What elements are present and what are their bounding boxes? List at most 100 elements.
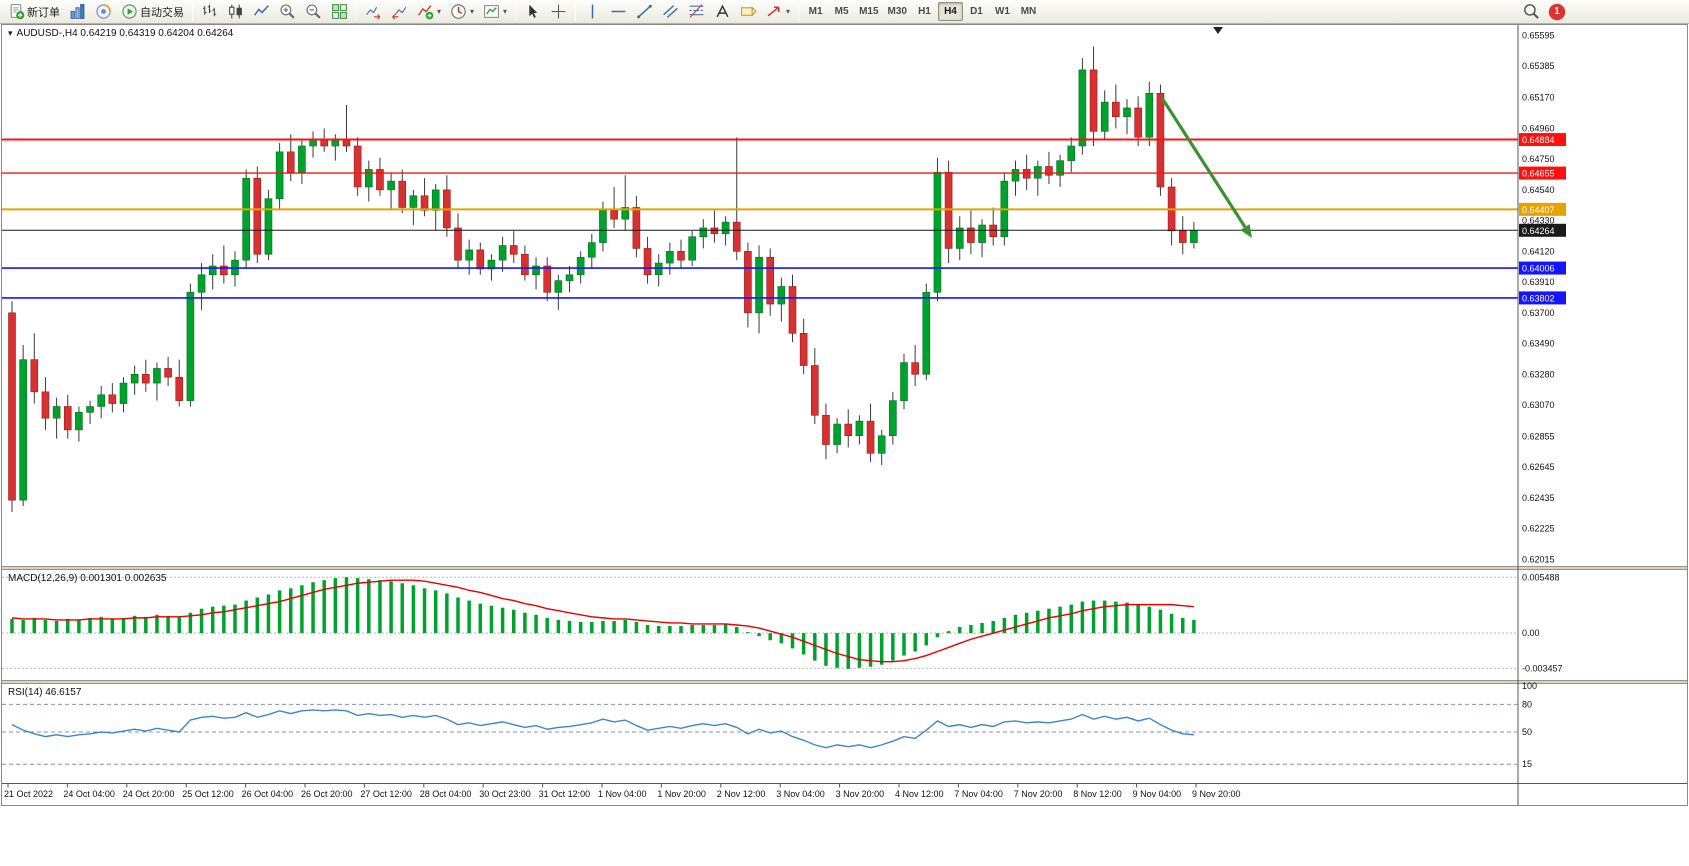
text-label-button[interactable] xyxy=(736,1,761,22)
candle xyxy=(944,160,953,264)
periods-button[interactable]: ▾ xyxy=(446,1,478,22)
text-button[interactable] xyxy=(710,1,735,22)
candle xyxy=(387,172,395,211)
auto-scroll-button[interactable] xyxy=(361,1,386,22)
candle xyxy=(632,195,641,258)
indicators-button[interactable]: ▾ xyxy=(413,1,445,22)
candle xyxy=(1045,151,1053,185)
candle xyxy=(8,301,16,512)
data-window-button[interactable] xyxy=(91,1,116,22)
trendline-icon xyxy=(636,3,653,20)
time-axis[interactable]: 21 Oct 2022 24 Oct 04:00 24 Oct 20:00 25 Oc… xyxy=(1,783,1687,800)
one-click-trading-toggle-icon[interactable]: ▾ xyxy=(8,28,13,38)
candle xyxy=(253,166,262,264)
indicator-icon xyxy=(417,3,434,20)
equidistant-channel-button[interactable] xyxy=(658,1,683,22)
timeframe-m1-button[interactable]: M1 xyxy=(803,2,828,21)
market-watch-button[interactable] xyxy=(65,1,90,22)
time-axis-label: 30 Oct 23:00 xyxy=(479,789,531,799)
candle xyxy=(130,365,139,395)
new-order-button[interactable]: 新订单 xyxy=(4,1,64,22)
crosshair-button[interactable] xyxy=(546,1,571,22)
timeframe-h1-button[interactable]: H1 xyxy=(912,2,937,21)
horizontal-line-button[interactable] xyxy=(606,1,631,22)
price-tag-0.64006[interactable]: 0.64006 xyxy=(1519,261,1566,275)
candle xyxy=(376,157,384,196)
price-axis-label: 0.64540 xyxy=(1522,185,1555,195)
price-tag-text: 0.64884 xyxy=(1522,135,1555,145)
trendline-button[interactable] xyxy=(632,1,657,22)
template-icon xyxy=(483,3,500,20)
price-axis-label: 0.63280 xyxy=(1522,369,1555,379)
dropdown-caret-icon: ▾ xyxy=(503,7,508,16)
price-axis-label: 0.65595 xyxy=(1522,31,1555,41)
line-chart-mode-button[interactable] xyxy=(249,1,274,22)
templates-button[interactable]: ▾ xyxy=(479,1,511,22)
candle xyxy=(777,277,786,322)
price-chart-canvas[interactable]: 0.64884 0.64655 0.64407 0.64264 0.64006 0.638… xyxy=(0,24,1689,866)
macd-panel: 0.005488 0.00 -0.003457 xyxy=(2,572,1563,673)
zoom-in-button[interactable] xyxy=(275,1,300,22)
notification-badge[interactable]: 1 xyxy=(1549,3,1565,20)
time-axis-label: 1 Nov 04:00 xyxy=(598,789,647,799)
rsi-axis-label: 80 xyxy=(1522,699,1532,709)
candle xyxy=(275,143,284,211)
timeframe-h4-button[interactable]: H4 xyxy=(937,2,963,21)
price-tag-0.64407[interactable]: 0.64407 xyxy=(1519,202,1566,216)
price-tag-0.64655[interactable]: 0.64655 xyxy=(1519,166,1566,180)
chart-shift-marker[interactable] xyxy=(1213,27,1223,34)
trend-annotation-arrow[interactable] xyxy=(1160,97,1252,238)
bar-chart-mode-button[interactable] xyxy=(197,1,222,22)
price-tag-0.63802[interactable]: 0.63802 xyxy=(1519,291,1566,305)
candle xyxy=(732,137,741,261)
timeframe-w1-button[interactable]: W1 xyxy=(990,2,1015,21)
cursor-icon xyxy=(524,3,541,20)
search-icon[interactable] xyxy=(1522,3,1540,21)
timeframe-m15-button[interactable]: M15 xyxy=(855,2,882,21)
candle xyxy=(164,356,172,386)
time-axis-label: 3 Nov 20:00 xyxy=(836,789,885,799)
vline-icon xyxy=(584,3,601,20)
vertical-line-button[interactable] xyxy=(580,1,605,22)
timeframe-m30-button[interactable]: M30 xyxy=(884,2,911,21)
price-tag-0.64264[interactable]: 0.64264 xyxy=(1519,223,1566,237)
candle xyxy=(1011,160,1020,196)
price-tag-0.64884[interactable]: 0.64884 xyxy=(1519,133,1566,147)
zoom-out-button[interactable] xyxy=(301,1,326,22)
auto-trading-button[interactable]: 自动交易 xyxy=(117,1,188,22)
candle xyxy=(220,245,228,284)
cursor-button[interactable] xyxy=(520,1,545,22)
candle xyxy=(119,377,128,413)
candle xyxy=(855,415,864,445)
sep-macd-rsi[interactable] xyxy=(1,680,1687,684)
price-axis[interactable]: 0.65595 0.65385 0.65170 0.64960 0.64750 0.645… xyxy=(1517,24,1555,806)
candle xyxy=(900,353,908,410)
arrows-button[interactable]: ▾ xyxy=(762,1,794,22)
macd-axis-label: 0.00 xyxy=(1522,628,1540,638)
chart-shift-button[interactable] xyxy=(387,1,412,22)
price-axis-label: 0.65170 xyxy=(1522,93,1555,103)
candle xyxy=(621,175,630,231)
timeframe-m5-button[interactable]: M5 xyxy=(829,2,854,21)
candle xyxy=(108,383,117,413)
candle xyxy=(744,242,752,328)
candle xyxy=(509,230,518,264)
fibonacci-button[interactable] xyxy=(684,1,709,22)
candle xyxy=(521,245,529,281)
candlestick-mode-button[interactable] xyxy=(223,1,248,22)
candle xyxy=(643,236,652,284)
sep-main-macd[interactable] xyxy=(1,566,1687,570)
price-axis-label: 0.62225 xyxy=(1522,524,1555,534)
tile-windows-button[interactable] xyxy=(327,1,352,22)
arrows-icon xyxy=(766,3,783,20)
time-axis-label: 1 Nov 20:00 xyxy=(657,789,706,799)
timeframe-d1-button[interactable]: D1 xyxy=(964,2,989,21)
candle xyxy=(242,169,250,269)
candle xyxy=(264,189,273,261)
candle xyxy=(788,274,797,343)
candle xyxy=(97,386,105,419)
candle xyxy=(465,239,473,275)
rsi-axis-label: 100 xyxy=(1522,681,1537,691)
price-axis-label: 0.62015 xyxy=(1522,554,1555,564)
timeframe-mn-button[interactable]: MN xyxy=(1016,2,1041,21)
